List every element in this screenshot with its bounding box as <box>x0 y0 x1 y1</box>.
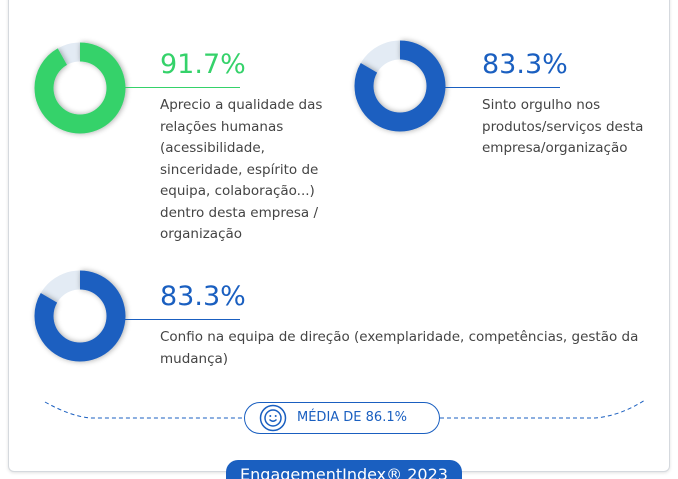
dashed-line <box>44 401 244 419</box>
donut-arc <box>34 42 126 134</box>
percent-label: 83.3% <box>160 281 246 312</box>
donut-arc <box>34 270 126 362</box>
underline <box>120 87 240 88</box>
percent-label: 83.3% <box>482 49 568 80</box>
description: Sinto orgulho nos produtos/serviços dest… <box>482 97 644 156</box>
dashed-line <box>440 399 646 419</box>
donut-arc <box>354 40 446 132</box>
underline <box>440 87 560 88</box>
percent-label: 91.7% <box>160 49 246 80</box>
average-label: MÉDIA DE 86.1% <box>297 410 407 425</box>
footer-badge: EngagementIndex® 2023 <box>226 460 462 479</box>
smile-icon <box>259 404 287 432</box>
description: Aprecio a qualidade das relações humanas… <box>160 97 323 242</box>
underline <box>120 319 240 320</box>
description: Confio na equipa de direção (exemplarida… <box>160 329 639 367</box>
average-pill: MÉDIA DE 86.1% <box>244 402 440 434</box>
